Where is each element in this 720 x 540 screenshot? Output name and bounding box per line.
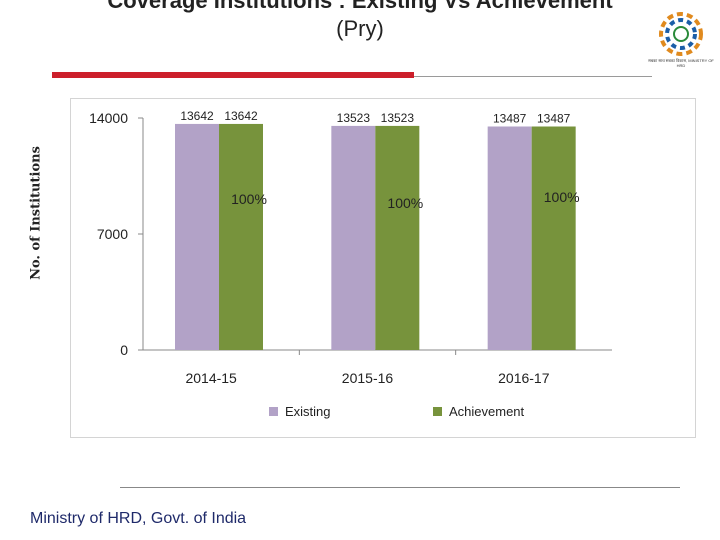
legend-label: Existing [285,404,331,419]
bar-achievement [219,123,263,350]
ministry-logo [659,12,703,56]
title-underline-accent [52,72,414,78]
x-tick-label: 2016-17 [498,370,550,386]
data-label: 13487 [493,112,527,126]
slide-subtitle: (Pry) [336,16,384,41]
data-label: 13523 [381,111,415,125]
percent-annotation: 100% [231,191,267,207]
y-tick-label: 14000 [89,110,128,126]
y-tick-label: 0 [120,342,128,358]
bar-existing [331,125,376,350]
legend-swatch-existing [269,407,278,416]
logo-caption: सबका साथ सबका विकास, MINISTRY OF HRD [648,58,714,68]
title-underline-rule [414,76,652,77]
footer-rule [120,487,680,488]
bar-existing [487,126,532,350]
percent-annotation: 100% [387,195,423,211]
bar-achievement [531,126,576,350]
slide-title: Coverage Institutions : Existing Vs Achi… [107,0,613,13]
footer-text: Ministry of HRD, Govt. of India [30,510,247,527]
legend-swatch-achievement [433,407,442,416]
x-tick-label: 2014-15 [185,370,237,386]
data-label: 13523 [337,111,371,125]
bar-achievement [375,125,420,350]
data-label: 13487 [537,112,571,126]
y-tick-label: 7000 [97,226,128,242]
data-label: 13642 [224,109,258,123]
legend-label: Achievement [449,404,525,419]
bar-existing [175,123,219,350]
x-tick-label: 2015-16 [342,370,394,386]
data-label: 13642 [180,109,214,123]
percent-annotation: 100% [544,189,580,205]
